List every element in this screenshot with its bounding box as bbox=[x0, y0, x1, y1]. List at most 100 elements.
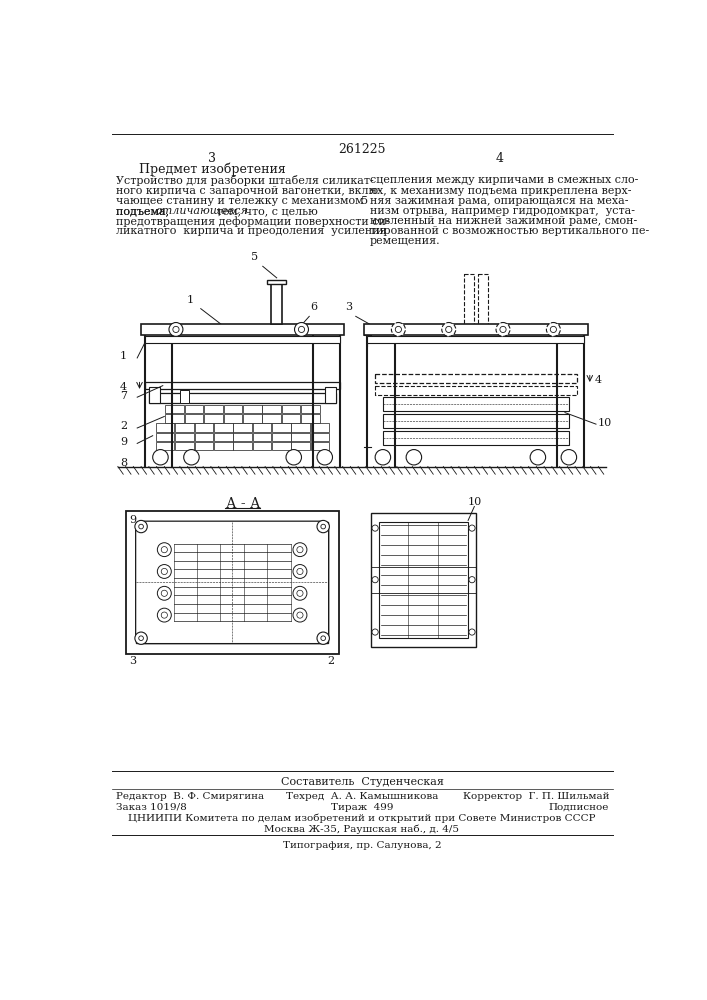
Bar bbox=[272, 442, 291, 450]
Circle shape bbox=[317, 450, 332, 465]
Text: Москва Ж-35, Раушская наб., д. 4/5: Москва Ж-35, Раушская наб., д. 4/5 bbox=[264, 825, 460, 834]
Bar bbox=[383, 397, 569, 411]
Bar bbox=[223, 414, 243, 423]
Bar bbox=[464, 274, 474, 324]
Text: 5: 5 bbox=[252, 252, 259, 262]
Circle shape bbox=[469, 577, 475, 583]
Bar bbox=[165, 414, 184, 423]
Bar bbox=[291, 442, 310, 450]
Text: 9: 9 bbox=[129, 515, 136, 525]
Text: 4: 4 bbox=[120, 382, 127, 392]
Bar bbox=[375, 386, 577, 395]
Text: тированной с возможностью вертикального пе-: тированной с возможностью вертикального … bbox=[370, 226, 649, 236]
Bar bbox=[383, 431, 569, 445]
Circle shape bbox=[550, 326, 556, 333]
Bar bbox=[194, 433, 213, 441]
Circle shape bbox=[169, 323, 183, 336]
Text: предотвращения деформации поверхности си-: предотвращения деформации поверхности си… bbox=[115, 216, 389, 227]
Text: ремещения.: ремещения. bbox=[370, 236, 440, 246]
Text: 3: 3 bbox=[129, 656, 136, 666]
Text: 2: 2 bbox=[120, 421, 127, 431]
Text: ях, к механизму подъема прикреплена верх-: ях, к механизму подъема прикреплена верх… bbox=[370, 186, 631, 196]
Bar bbox=[194, 423, 213, 432]
FancyBboxPatch shape bbox=[136, 521, 329, 644]
Bar bbox=[156, 433, 175, 441]
Bar bbox=[375, 374, 577, 383]
Circle shape bbox=[372, 525, 378, 531]
Circle shape bbox=[161, 568, 168, 575]
Circle shape bbox=[321, 636, 325, 641]
Bar bbox=[281, 414, 300, 423]
Circle shape bbox=[469, 525, 475, 531]
Text: подъема,: подъема, bbox=[115, 206, 172, 216]
Bar bbox=[371, 513, 476, 647]
Bar bbox=[214, 423, 233, 432]
Bar bbox=[175, 433, 194, 441]
Bar bbox=[136, 522, 328, 643]
Bar bbox=[301, 414, 320, 423]
Bar bbox=[252, 423, 271, 432]
Circle shape bbox=[561, 450, 577, 465]
Circle shape bbox=[153, 450, 168, 465]
Text: низм отрыва, например гидродомкрат,  уста-: низм отрыва, например гидродомкрат, уста… bbox=[370, 206, 635, 216]
Text: 10: 10 bbox=[468, 497, 482, 507]
Circle shape bbox=[297, 612, 303, 618]
Bar bbox=[281, 405, 300, 413]
Bar bbox=[262, 414, 281, 423]
Circle shape bbox=[442, 323, 456, 336]
Circle shape bbox=[293, 586, 307, 600]
Bar bbox=[175, 442, 194, 450]
Circle shape bbox=[530, 450, 546, 465]
Text: Корректор  Г. П. Шильмай: Корректор Г. П. Шильмай bbox=[462, 792, 609, 801]
Text: 4: 4 bbox=[495, 152, 503, 165]
Bar bbox=[368, 336, 585, 343]
Circle shape bbox=[496, 323, 510, 336]
Text: Устройство для разборки штабеля силикат-: Устройство для разборки штабеля силикат- bbox=[115, 175, 373, 186]
Text: 261225: 261225 bbox=[338, 143, 386, 156]
Bar bbox=[180, 389, 189, 403]
Bar bbox=[478, 274, 488, 324]
Text: 3: 3 bbox=[345, 302, 352, 312]
Circle shape bbox=[445, 326, 452, 333]
Text: 1: 1 bbox=[120, 351, 127, 361]
Circle shape bbox=[395, 326, 402, 333]
Circle shape bbox=[293, 543, 307, 557]
Text: новленный на нижней зажимной раме, смон-: новленный на нижней зажимной раме, смон- bbox=[370, 216, 637, 226]
Bar bbox=[311, 433, 329, 441]
Text: 1: 1 bbox=[187, 295, 194, 305]
Text: чающее станину и тележку с механизмом: чающее станину и тележку с механизмом bbox=[115, 196, 363, 206]
Circle shape bbox=[158, 543, 171, 557]
Circle shape bbox=[173, 326, 179, 333]
Bar bbox=[267, 280, 286, 284]
Bar bbox=[223, 405, 243, 413]
Circle shape bbox=[161, 590, 168, 596]
Bar bbox=[204, 414, 223, 423]
Circle shape bbox=[139, 636, 144, 641]
Bar bbox=[291, 433, 310, 441]
Bar bbox=[126, 511, 339, 654]
Bar bbox=[156, 442, 175, 450]
Bar bbox=[379, 522, 468, 638]
Text: 3: 3 bbox=[209, 152, 216, 165]
Circle shape bbox=[184, 450, 199, 465]
Bar bbox=[185, 414, 204, 423]
Circle shape bbox=[547, 323, 561, 336]
Text: тем, что, с целью: тем, что, с целью bbox=[213, 206, 318, 216]
Circle shape bbox=[297, 547, 303, 553]
Bar bbox=[233, 433, 252, 441]
Circle shape bbox=[392, 323, 405, 336]
Circle shape bbox=[139, 524, 144, 529]
Text: Редактор  В. Ф. Смирягина: Редактор В. Ф. Смирягина bbox=[115, 792, 264, 801]
Bar bbox=[363, 324, 588, 335]
Text: подъема,: подъема, bbox=[115, 206, 172, 216]
Bar bbox=[243, 414, 262, 423]
Text: 7: 7 bbox=[120, 391, 127, 401]
Text: ЦНИИПИ Комитета по делам изобретений и открытий при Совете Министров СССР: ЦНИИПИ Комитета по делам изобретений и о… bbox=[128, 814, 596, 823]
Bar bbox=[271, 282, 282, 324]
Circle shape bbox=[298, 326, 305, 333]
Circle shape bbox=[135, 632, 147, 644]
Text: 4: 4 bbox=[595, 375, 602, 385]
Circle shape bbox=[317, 632, 329, 644]
Text: Заказ 1019/8: Заказ 1019/8 bbox=[115, 803, 186, 812]
Bar bbox=[233, 442, 252, 450]
